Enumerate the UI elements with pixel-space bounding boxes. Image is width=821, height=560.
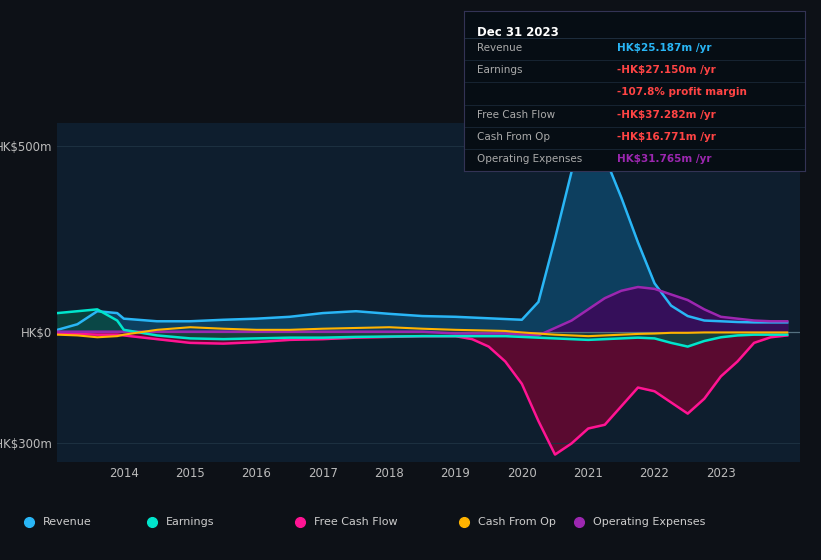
Text: Earnings: Earnings [478, 66, 523, 76]
Text: Cash From Op: Cash From Op [478, 517, 556, 527]
Text: -HK$27.150m /yr: -HK$27.150m /yr [617, 66, 716, 76]
Text: Free Cash Flow: Free Cash Flow [314, 517, 397, 527]
Text: HK$31.765m /yr: HK$31.765m /yr [617, 153, 712, 164]
Text: Operating Expenses: Operating Expenses [478, 153, 583, 164]
Text: Free Cash Flow: Free Cash Flow [478, 110, 556, 119]
Text: -HK$37.282m /yr: -HK$37.282m /yr [617, 110, 716, 119]
Text: -HK$16.771m /yr: -HK$16.771m /yr [617, 132, 716, 142]
Text: Revenue: Revenue [478, 43, 523, 53]
Text: Earnings: Earnings [166, 517, 214, 527]
Text: Operating Expenses: Operating Expenses [593, 517, 705, 527]
Text: Cash From Op: Cash From Op [478, 132, 551, 142]
Text: Revenue: Revenue [43, 517, 91, 527]
Text: HK$25.187m /yr: HK$25.187m /yr [617, 43, 712, 53]
Text: Dec 31 2023: Dec 31 2023 [478, 26, 559, 39]
Text: -107.8% profit margin: -107.8% profit margin [617, 87, 747, 97]
